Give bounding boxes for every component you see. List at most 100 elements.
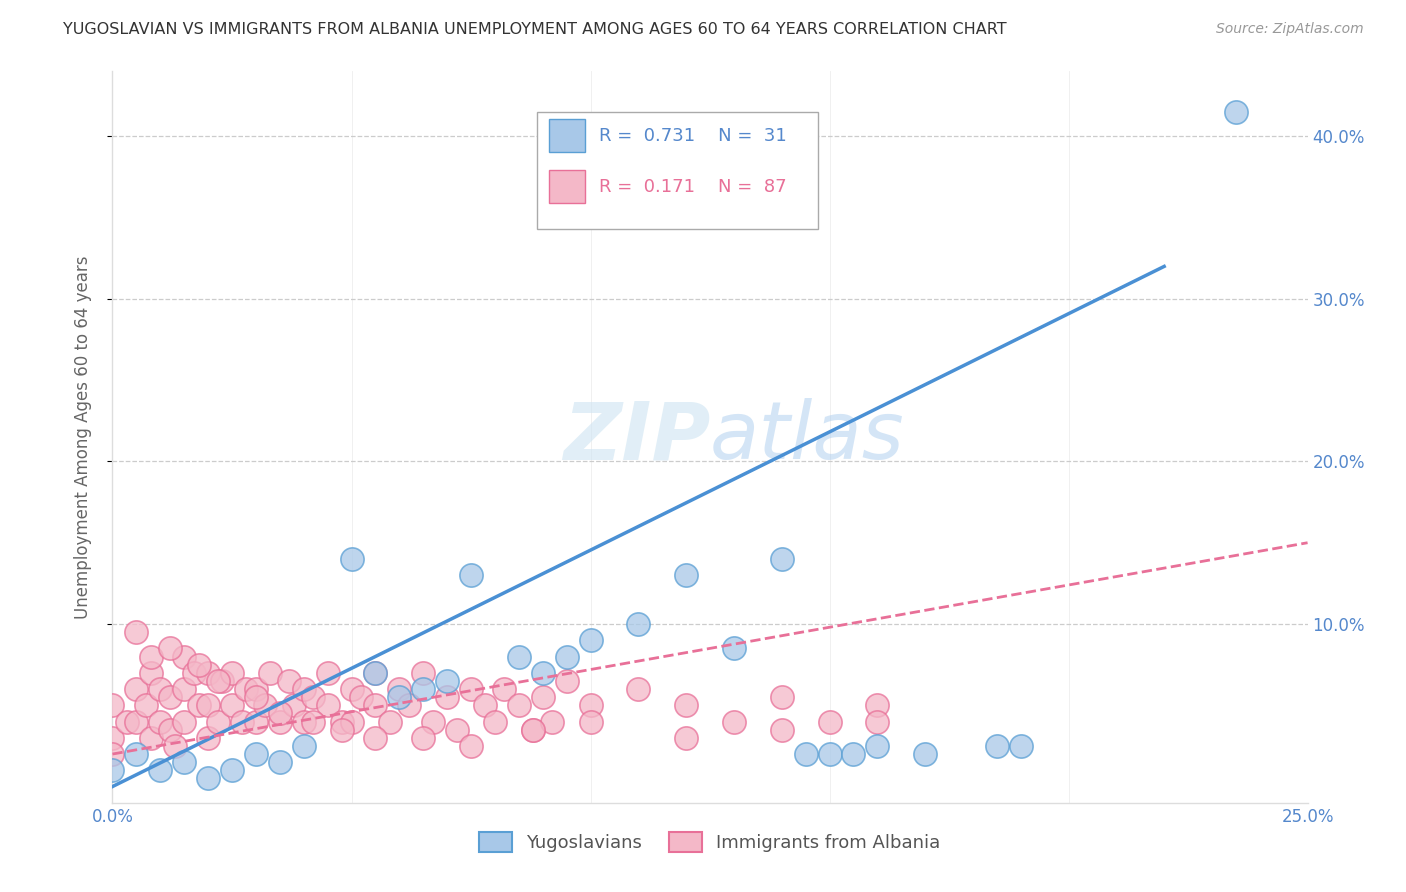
Point — [398, 698, 420, 713]
Point — [316, 698, 339, 713]
Point — [197, 665, 219, 680]
Point — [231, 714, 253, 729]
Point — [364, 731, 387, 745]
Point — [579, 633, 602, 648]
Point — [770, 552, 793, 566]
Point — [422, 714, 444, 729]
Point — [522, 723, 544, 737]
Point — [139, 665, 162, 680]
Point — [254, 698, 277, 713]
Point — [412, 665, 434, 680]
Point — [149, 714, 172, 729]
Point — [283, 698, 305, 713]
Point — [197, 698, 219, 713]
Point — [173, 649, 195, 664]
Point — [474, 698, 496, 713]
Point — [579, 714, 602, 729]
Point — [1010, 739, 1032, 753]
Point — [125, 714, 148, 729]
Point — [316, 665, 339, 680]
Point — [508, 649, 530, 664]
Point — [211, 673, 233, 688]
Point — [842, 747, 865, 761]
Point — [866, 698, 889, 713]
Point — [149, 681, 172, 696]
Point — [460, 739, 482, 753]
Point — [235, 681, 257, 696]
Point — [794, 747, 817, 761]
Point — [101, 764, 124, 778]
Point — [245, 747, 267, 761]
Point — [302, 714, 325, 729]
Point — [221, 698, 243, 713]
Text: atlas: atlas — [710, 398, 905, 476]
Point — [555, 649, 578, 664]
Point — [723, 714, 745, 729]
Point — [388, 690, 411, 705]
Point — [484, 714, 506, 729]
Point — [364, 665, 387, 680]
Bar — [548, 119, 585, 152]
Point — [378, 714, 401, 729]
Text: ZIP: ZIP — [562, 398, 710, 476]
Point — [269, 714, 291, 729]
Point — [770, 690, 793, 705]
Point — [101, 698, 124, 713]
Point — [627, 681, 650, 696]
Point — [522, 723, 544, 737]
Point — [412, 731, 434, 745]
Point — [723, 641, 745, 656]
Bar — [548, 170, 585, 203]
Point — [675, 731, 697, 745]
Point — [278, 673, 301, 688]
Point — [173, 714, 195, 729]
Point — [135, 698, 157, 713]
Point — [330, 723, 353, 737]
Point — [139, 649, 162, 664]
Point — [675, 698, 697, 713]
Point — [770, 723, 793, 737]
Point — [986, 739, 1008, 753]
Point — [364, 665, 387, 680]
Point — [245, 681, 267, 696]
Text: R =  0.171    N =  87: R = 0.171 N = 87 — [599, 178, 786, 196]
Y-axis label: Unemployment Among Ages 60 to 64 years: Unemployment Among Ages 60 to 64 years — [73, 255, 91, 619]
Point — [436, 673, 458, 688]
Point — [101, 731, 124, 745]
Point — [866, 739, 889, 753]
Point — [818, 714, 841, 729]
Point — [579, 698, 602, 713]
Point — [187, 657, 209, 672]
Point — [436, 690, 458, 705]
Point — [330, 714, 353, 729]
Point — [197, 772, 219, 786]
Point — [627, 617, 650, 632]
Point — [207, 673, 229, 688]
Point — [183, 665, 205, 680]
Point — [866, 714, 889, 729]
Point — [531, 690, 554, 705]
Point — [115, 714, 138, 729]
Point — [531, 665, 554, 680]
Point — [1225, 105, 1247, 120]
Point — [269, 706, 291, 721]
Point — [494, 681, 516, 696]
Point — [221, 665, 243, 680]
Point — [139, 731, 162, 745]
Text: Source: ZipAtlas.com: Source: ZipAtlas.com — [1216, 22, 1364, 37]
Point — [159, 690, 181, 705]
Point — [292, 714, 315, 729]
Point — [541, 714, 564, 729]
Point — [364, 698, 387, 713]
Point — [460, 681, 482, 696]
Point — [245, 690, 267, 705]
Point — [388, 681, 411, 696]
Point — [340, 552, 363, 566]
Point — [508, 698, 530, 713]
Point — [302, 690, 325, 705]
Point — [149, 764, 172, 778]
Point — [101, 747, 124, 761]
Point — [187, 698, 209, 713]
Point — [818, 747, 841, 761]
Point — [460, 568, 482, 582]
